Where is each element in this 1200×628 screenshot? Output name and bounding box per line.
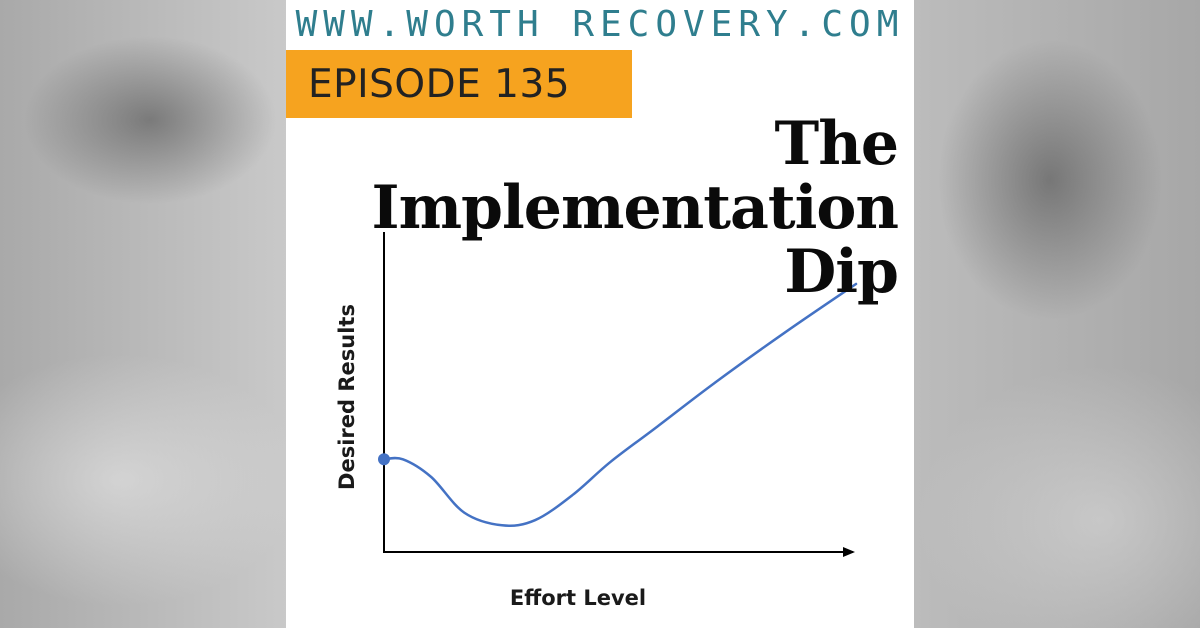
website-url: WWW.WORTH RECOVERY.COM [295,4,905,45]
episode-badge: EPISODE 135 [286,50,632,118]
episode-label: EPISODE 135 [308,62,571,107]
title-line-1: The [774,109,899,179]
implementation-dip-chart: Desired Results Effort Level [335,232,858,610]
podcast-cover-card: WWW.WORTH RECOVERY.COM EPISODE 135 Desir… [286,0,914,628]
results-curve [382,282,858,528]
y-axis-label: Desired Results [335,304,359,490]
title-line-3: Dip [784,237,899,307]
title-line-2: Implementation [371,173,900,243]
x-axis-label: Effort Level [510,586,646,610]
start-point-marker [378,453,390,466]
episode-title: The Implementation Dip [298,109,900,307]
